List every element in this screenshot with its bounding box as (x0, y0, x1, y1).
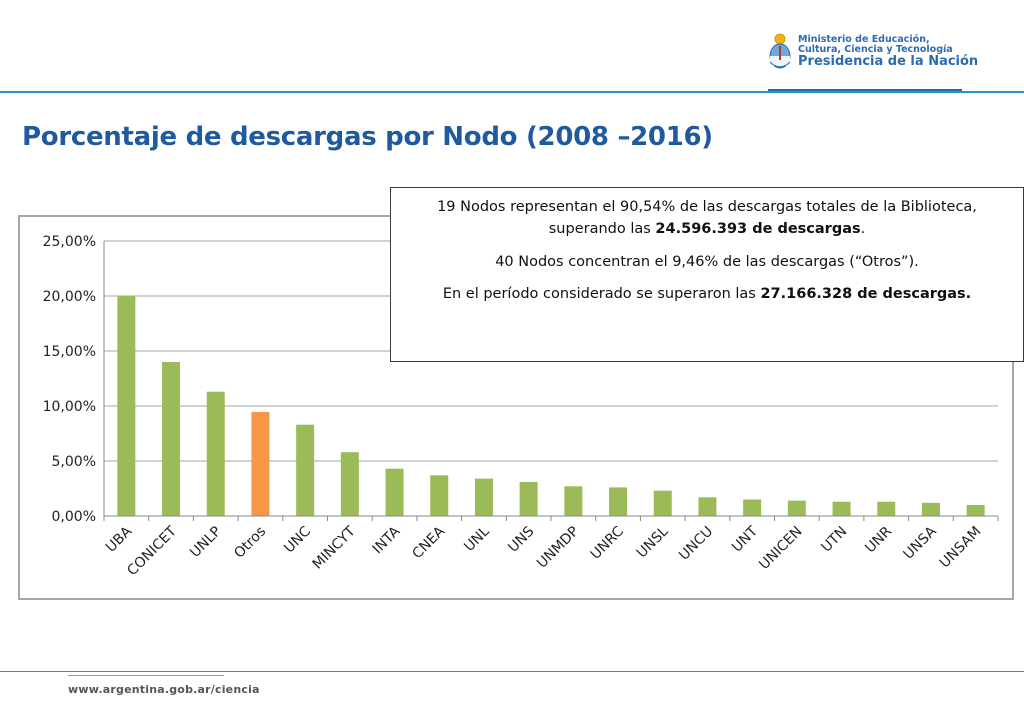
x-tick-label: UNC (281, 523, 314, 556)
bar-otros (251, 411, 270, 516)
logo-presidency-line: Presidencia de la Nación (798, 54, 979, 70)
bar-unicen (787, 500, 806, 516)
y-tick-label: 5,00% (52, 454, 96, 470)
bar-unr (877, 501, 896, 516)
x-tick-label: UNL (461, 523, 493, 555)
x-tick-label: CNEA (409, 523, 448, 562)
callout-paragraph-2: 40 Nodos concentran el 9,46% de las desc… (495, 253, 919, 270)
bar-mincyt (340, 452, 359, 516)
x-tick-label: Otros (231, 524, 269, 562)
bar-unrc (609, 487, 628, 516)
x-tick-label: INTA (370, 523, 404, 557)
footer-url-rule (68, 675, 224, 676)
x-tick-label: UNR (862, 523, 895, 556)
bar-unlp (206, 391, 225, 516)
bar-unt (743, 499, 762, 516)
y-tick-label: 0,00% (52, 509, 96, 525)
y-tick-label: 15,00% (43, 344, 96, 360)
x-tick-label: UBA (103, 523, 135, 555)
bar-unsam (966, 505, 985, 516)
x-tick-label: UTN (818, 524, 850, 556)
bar-uns (519, 481, 538, 516)
x-tick-label: UNCU (676, 524, 716, 564)
bar-inta (385, 468, 404, 516)
footer-divider (0, 671, 1024, 672)
bar-cnea (430, 475, 449, 516)
header-divider (0, 91, 1024, 93)
x-tick-label: UNSA (901, 523, 941, 563)
x-tick-label: UNSAM (937, 524, 985, 572)
y-tick-label: 25,00% (43, 234, 96, 250)
page-title: Porcentaje de descargas por Nodo (2008 –… (22, 122, 713, 152)
bar-conicet (162, 362, 181, 516)
callout-paragraph-1: 19 Nodos representan el 90,54% de las de… (437, 199, 977, 238)
logo-ministry-line: Ministerio de Educación, (798, 34, 930, 46)
x-tick-label: UNSL (634, 523, 672, 561)
callout-bold-total-19: 24.596.393 de descargas (655, 221, 861, 238)
footer-url: www.argentina.gob.ar/ciencia (68, 683, 260, 696)
bar-unmdp (564, 486, 583, 516)
x-tick-label: UNMDP (534, 524, 582, 572)
summary-callout: 19 Nodos representan el 90,54% de las de… (390, 187, 1024, 362)
x-tick-label: CONICET (124, 523, 180, 579)
logo-ministry-subline: Cultura, Ciencia y Tecnología (798, 44, 953, 56)
bar-unl (474, 478, 493, 516)
x-tick-label: UNRC (588, 523, 627, 562)
logo-underline (768, 89, 962, 91)
bar-utn (832, 501, 851, 516)
bar-uncu (698, 497, 717, 516)
y-tick-label: 10,00% (43, 399, 96, 415)
argentina-coat-of-arms-icon (769, 33, 791, 69)
x-tick-label: UNT (729, 523, 761, 555)
bar-unsa (921, 502, 940, 516)
callout-bold-total-all: 27.166.328 de descargas. (760, 286, 972, 303)
ministry-logo: Ministerio de Educación, Cultura, Cienci… (768, 32, 978, 72)
bar-unc (296, 424, 315, 516)
bar-uba (117, 296, 136, 516)
x-tick-label: UNLP (187, 524, 224, 561)
x-tick-label: UNICEN (756, 524, 805, 573)
y-tick-label: 20,00% (43, 289, 96, 305)
x-tick-label: UNS (505, 523, 537, 555)
callout-paragraph-3: En el período considerado se superaron l… (442, 286, 972, 303)
x-tick-label: MINCYT (310, 523, 359, 572)
bar-unsl (653, 490, 672, 516)
